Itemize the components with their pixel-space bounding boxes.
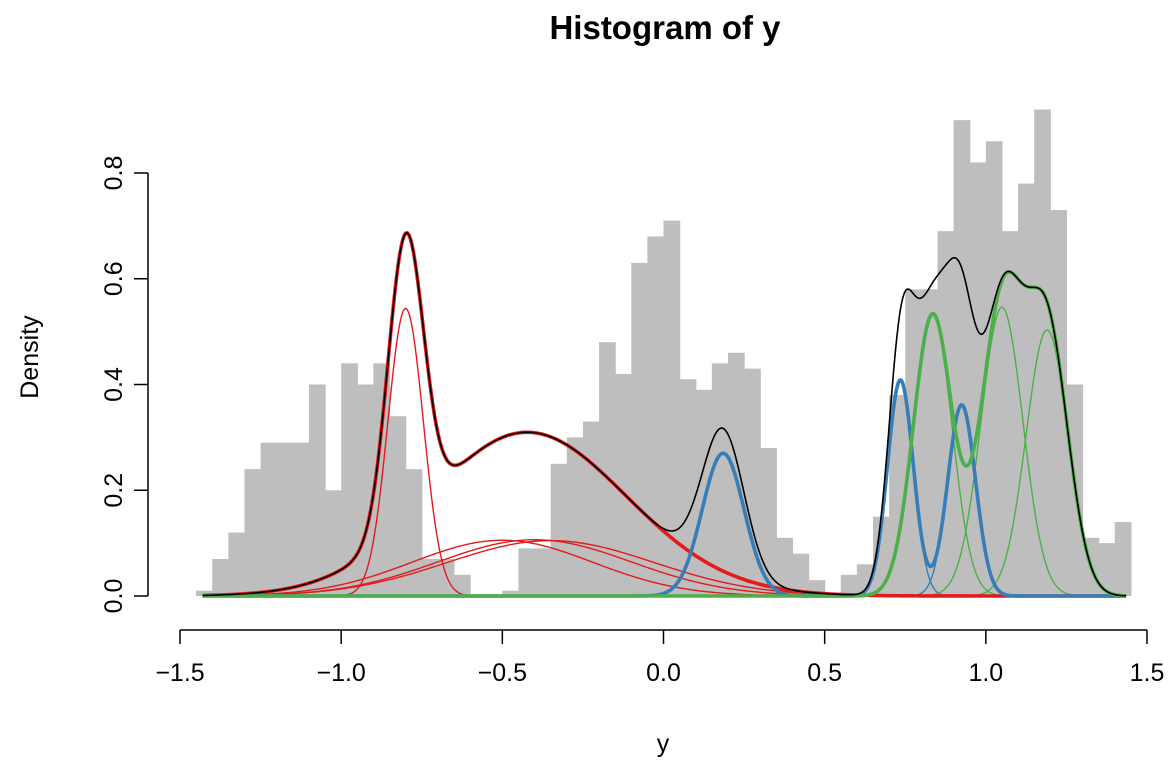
histogram-bar bbox=[969, 162, 987, 597]
y-axis-label: Density bbox=[16, 315, 44, 399]
histogram-bar bbox=[405, 469, 423, 596]
x-tick-label: −0.5 bbox=[478, 659, 527, 687]
histogram-bar bbox=[196, 590, 213, 596]
x-tick-label: 1.0 bbox=[968, 659, 1003, 687]
histogram-bar bbox=[1098, 543, 1116, 596]
histogram-bar bbox=[615, 373, 632, 596]
histogram-bar bbox=[1001, 231, 1019, 596]
histogram-bar bbox=[518, 548, 536, 596]
histogram-bars bbox=[196, 109, 1132, 597]
histogram-bar bbox=[550, 463, 568, 596]
histogram-bar bbox=[1034, 109, 1051, 597]
y-tick-label: 0.6 bbox=[100, 261, 128, 296]
histogram-bar bbox=[260, 442, 278, 596]
x-axis: −1.5 −1.0 −0.5 0.0 0.5 1.0 1.5 bbox=[155, 629, 1165, 687]
histogram-bar bbox=[502, 590, 520, 596]
histogram-bar bbox=[325, 490, 342, 596]
histogram-bar bbox=[631, 262, 648, 596]
histogram-bar bbox=[389, 416, 407, 596]
histogram-bar bbox=[695, 389, 713, 596]
x-tick-label: −1.0 bbox=[316, 659, 365, 687]
histogram-bar bbox=[647, 236, 665, 596]
histogram-bar bbox=[357, 384, 374, 596]
histogram-bar bbox=[889, 395, 906, 596]
x-tick-label: 1.5 bbox=[1130, 659, 1165, 687]
histogram-bar bbox=[582, 421, 600, 596]
y-tick-label: 0.0 bbox=[100, 579, 128, 614]
y-tick-label: 0.4 bbox=[100, 367, 128, 402]
histogram-bar bbox=[711, 363, 729, 596]
density-curves bbox=[202, 231, 1127, 598]
x-tick-label: 0.5 bbox=[807, 659, 842, 687]
y-tick-label: 0.2 bbox=[100, 473, 128, 508]
x-tick-label: −1.5 bbox=[155, 659, 204, 687]
histogram-bar bbox=[663, 220, 681, 596]
x-tick-label: 0.0 bbox=[646, 659, 681, 687]
histogram-bar bbox=[244, 469, 262, 596]
histogram-bar bbox=[985, 141, 1003, 596]
histogram-bar bbox=[228, 532, 246, 596]
histogram-bar bbox=[599, 342, 616, 596]
histogram-bar bbox=[534, 548, 552, 596]
y-axis: 0.0 0.2 0.4 0.6 0.8 bbox=[100, 156, 149, 614]
histogram-bar bbox=[341, 363, 358, 596]
histogram-bar bbox=[212, 558, 229, 596]
chart-title: Histogram of y bbox=[549, 9, 781, 46]
histogram-bar bbox=[566, 437, 584, 596]
y-tick-label: 0.8 bbox=[100, 156, 128, 191]
x-axis-label: y bbox=[657, 730, 670, 758]
histogram-bar bbox=[760, 447, 777, 596]
histogram-bar bbox=[292, 442, 310, 596]
histogram-bar bbox=[840, 574, 858, 596]
histogram-bar bbox=[437, 558, 455, 596]
histogram-bar bbox=[308, 384, 326, 596]
histogram-bar bbox=[937, 231, 955, 596]
histogram-bar bbox=[792, 553, 810, 596]
overall-mixture-curve bbox=[202, 232, 1127, 597]
histogram-bar bbox=[776, 537, 794, 596]
histogram-bar bbox=[873, 516, 890, 596]
histogram-bar bbox=[1114, 521, 1132, 596]
histogram-bar bbox=[953, 120, 971, 596]
histogram-bar bbox=[744, 368, 761, 596]
histogram-bar bbox=[453, 574, 471, 596]
histogram-bar bbox=[856, 564, 874, 596]
histogram-bar bbox=[905, 289, 922, 596]
green-mixture-curve bbox=[202, 270, 1127, 598]
histogram-bar bbox=[921, 289, 939, 596]
histogram-bar bbox=[421, 558, 439, 596]
histogram-bar bbox=[1050, 210, 1068, 596]
histogram-bar bbox=[276, 442, 294, 596]
